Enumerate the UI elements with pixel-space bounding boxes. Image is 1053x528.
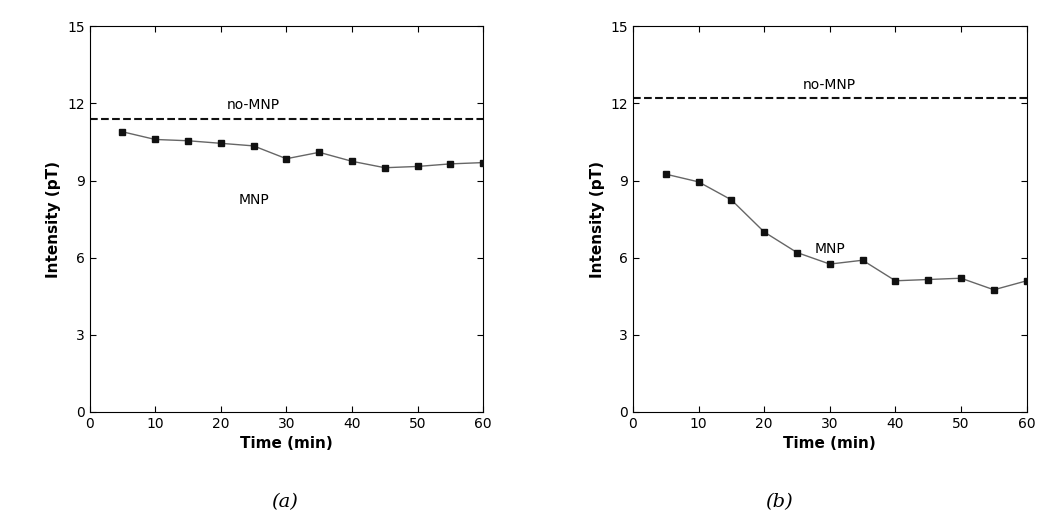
Text: no-MNP: no-MNP — [803, 78, 856, 92]
X-axis label: Time (min): Time (min) — [240, 436, 333, 451]
Text: MNP: MNP — [814, 242, 846, 256]
Text: (b): (b) — [766, 493, 793, 511]
Text: MNP: MNP — [238, 193, 269, 208]
Text: (a): (a) — [271, 493, 298, 511]
Y-axis label: Intensity (pT): Intensity (pT) — [590, 161, 604, 278]
Y-axis label: Intensity (pT): Intensity (pT) — [46, 161, 61, 278]
X-axis label: Time (min): Time (min) — [783, 436, 876, 451]
Text: no-MNP: no-MNP — [227, 99, 280, 112]
